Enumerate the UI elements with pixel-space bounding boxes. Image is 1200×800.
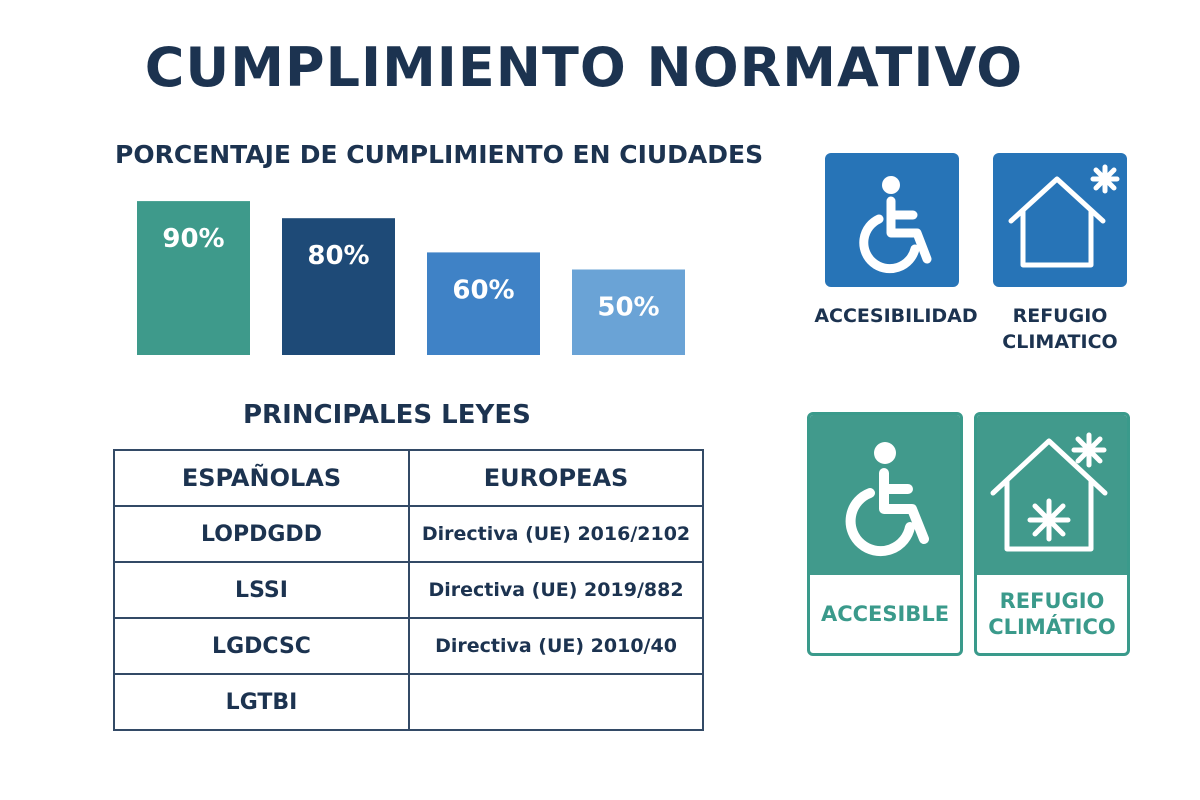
climate-refuge-sign xyxy=(993,153,1127,287)
bar-value-label: 90% xyxy=(162,224,224,254)
compliance-bar-chart: 90% 80% 60% 50% xyxy=(137,201,685,355)
bar-value-label: 60% xyxy=(452,275,514,305)
climate-refuge-label: REFUGIO CLIMATICO xyxy=(1002,305,1118,353)
laws-header-row: ESPAÑOLAS EUROPEAS xyxy=(113,449,704,507)
bar xyxy=(282,218,395,355)
house-snowflake-icon xyxy=(1008,164,1120,268)
climate-refuge-sign-teal: REFUGIO CLIMÁTICO xyxy=(974,412,1130,656)
law-spanish: LSSI xyxy=(113,561,410,619)
law-spanish: LGDCSC xyxy=(113,617,410,675)
table-row: LGDCSC Directiva (UE) 2010/40 xyxy=(113,617,704,675)
bar xyxy=(572,269,685,355)
accessible-sign: ACCESIBLE xyxy=(807,412,963,656)
table-row: LGTBI xyxy=(113,673,704,731)
header-spanish: ESPAÑOLAS xyxy=(113,449,410,507)
law-european: Directiva (UE) 2019/882 xyxy=(408,561,704,619)
laws-title: PRINCIPALES LEYES xyxy=(243,400,531,430)
laws-table: ESPAÑOLAS EUROPEAS LOPDGDD Directiva (UE… xyxy=(113,449,704,731)
wheelchair-icon xyxy=(859,176,932,274)
bar-value-label: 80% xyxy=(307,241,369,271)
law-european xyxy=(408,673,704,731)
bar xyxy=(427,252,540,355)
chart-title: PORCENTAJE DE CUMPLIMIENTO EN CIUDADES xyxy=(115,140,764,169)
house-snowflake-icon xyxy=(990,432,1108,552)
law-european: Directiva (UE) 2016/2102 xyxy=(408,505,704,563)
header-european: EUROPEAS xyxy=(408,449,704,507)
page-title: CUMPLIMIENTO NORMATIVO xyxy=(144,36,1024,99)
law-spanish: LOPDGDD xyxy=(113,505,410,563)
wheelchair-icon xyxy=(845,442,929,557)
law-european: Directiva (UE) 2010/40 xyxy=(408,617,704,675)
accessible-label: ACCESIBLE xyxy=(820,602,950,626)
accessibility-sign xyxy=(825,153,959,287)
table-row: LOPDGDD Directiva (UE) 2016/2102 xyxy=(113,505,704,563)
bar xyxy=(137,201,250,355)
table-row: LSSI Directiva (UE) 2019/882 xyxy=(113,561,704,619)
law-spanish: LGTBI xyxy=(113,673,410,731)
accessibility-label: ACCESIBILIDAD xyxy=(814,305,978,327)
bar-value-label: 50% xyxy=(597,293,659,323)
climate-refuge-label-teal: REFUGIO CLIMÁTICO xyxy=(988,589,1116,639)
